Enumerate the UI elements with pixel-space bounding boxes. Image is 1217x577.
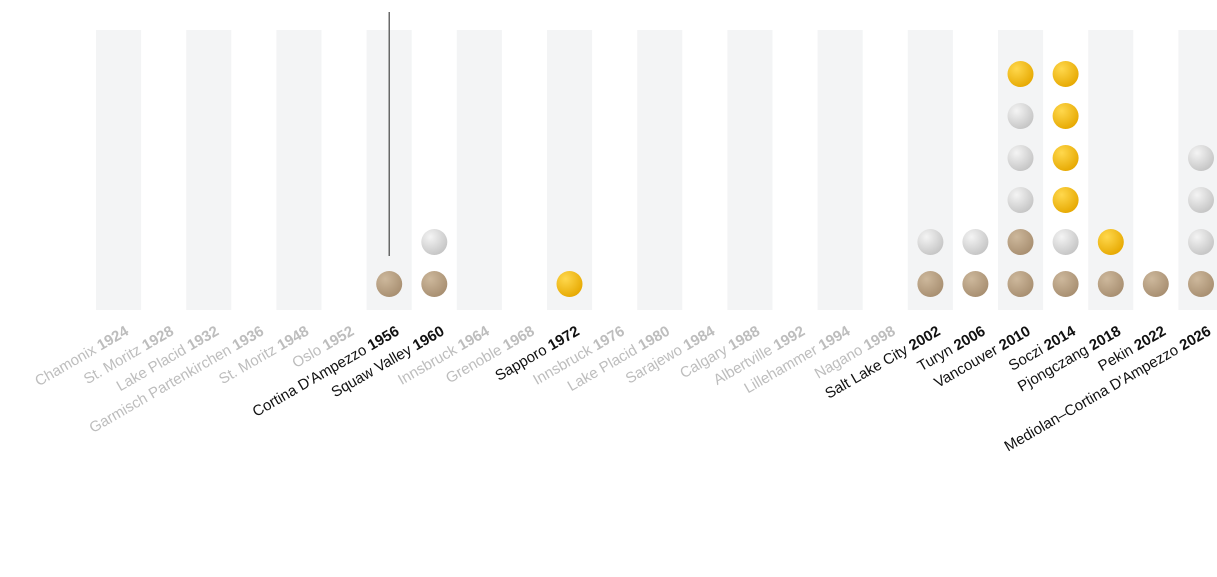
column-band (321, 30, 368, 310)
column-band (637, 30, 683, 310)
silver-medal-dot (1007, 187, 1034, 213)
gold-medal-dot (1097, 229, 1124, 255)
column-band (141, 30, 187, 310)
bronze-medal-dot (1097, 271, 1124, 297)
column-band (1133, 30, 1179, 310)
column-band (501, 30, 548, 310)
column-band (817, 30, 864, 310)
column-band (276, 30, 322, 310)
column-band (96, 30, 142, 310)
gold-medal-dot (1052, 61, 1079, 87)
bronze-medal-dot (962, 271, 989, 297)
column-band (772, 30, 819, 310)
column-band (547, 30, 593, 310)
silver-medal-dot (917, 229, 944, 255)
bronze-medal-dot (421, 271, 448, 297)
silver-medal-dot (1188, 229, 1214, 255)
bronze-medal-dot (1007, 229, 1034, 255)
column-band (1088, 30, 1134, 310)
medal-dots (376, 61, 1214, 297)
silver-medal-dot (1007, 103, 1034, 129)
silver-medal-dot (1007, 145, 1034, 171)
column-band (862, 30, 909, 310)
column-band (682, 30, 728, 310)
bronze-medal-dot (1052, 271, 1079, 297)
silver-medal-dot (1052, 229, 1079, 255)
tick-label-year: 2026 (1177, 323, 1214, 354)
column-bands (96, 30, 1217, 310)
column-band (231, 30, 277, 310)
column-band (456, 30, 503, 310)
gold-medal-dot (556, 271, 583, 297)
gold-medal-dot (1052, 187, 1079, 213)
bronze-medal-dot (376, 271, 403, 297)
silver-medal-dot (1188, 187, 1214, 213)
column-band (952, 30, 999, 310)
silver-medal-dot (1188, 145, 1214, 171)
gold-medal-dot (1007, 61, 1034, 87)
bronze-medal-dot (917, 271, 944, 297)
column-band (592, 30, 638, 310)
bronze-medal-dot (1188, 271, 1214, 297)
column-band (411, 30, 458, 310)
column-band (727, 30, 773, 310)
gold-medal-dot (1052, 145, 1079, 171)
silver-medal-dot (421, 229, 448, 255)
bronze-medal-dot (1142, 271, 1169, 297)
gold-medal-dot (1052, 103, 1079, 129)
bronze-medal-dot (1007, 271, 1034, 297)
column-band (907, 30, 954, 310)
silver-medal-dot (962, 229, 989, 255)
column-band (186, 30, 232, 310)
